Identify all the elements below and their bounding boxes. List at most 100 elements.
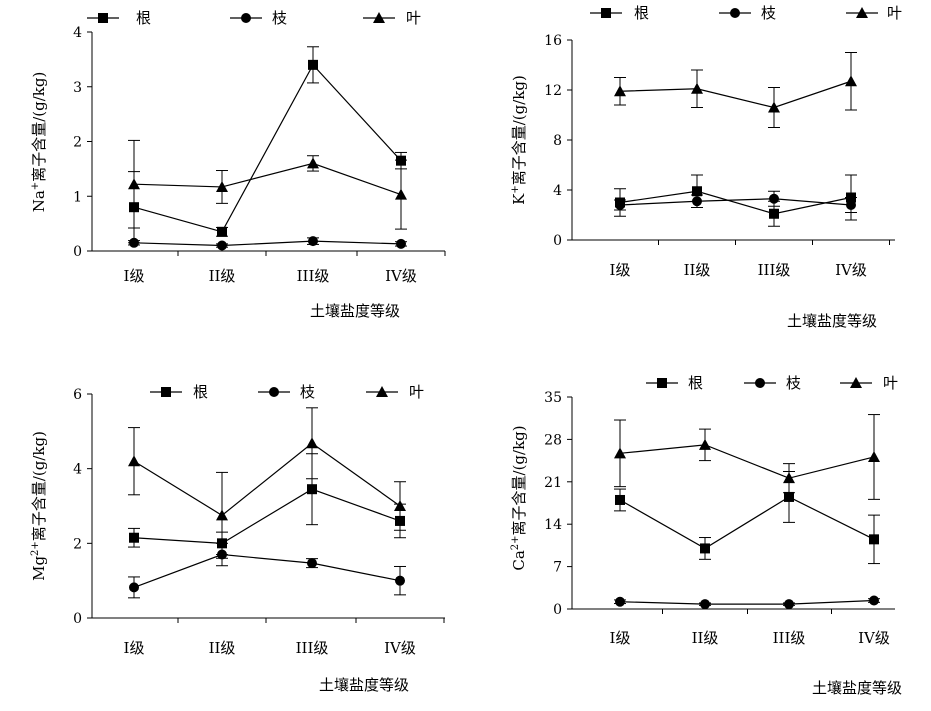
legend-marker: [755, 378, 765, 388]
legend-item-枝: 枝: [719, 4, 776, 22]
data-point: [614, 85, 626, 97]
y-axis-label: Ca2+离子含量/(g/kg): [510, 425, 528, 570]
x-tick-label: IV级: [835, 261, 867, 279]
legend-item-枝: 枝: [744, 374, 801, 392]
y-tick-label: 2: [73, 135, 82, 151]
data-point: [700, 599, 710, 610]
y-tick-label: 4: [73, 462, 82, 478]
data-point: [692, 186, 702, 197]
data-point: [306, 437, 318, 449]
legend-label: 叶: [409, 383, 424, 401]
series-line: [619, 599, 875, 605]
data-point: [869, 595, 879, 606]
series-叶: [128, 407, 406, 559]
legend-item-叶: 叶: [366, 383, 424, 401]
legend-marker: [241, 13, 251, 23]
y-tick-label: 21: [544, 475, 562, 491]
x-tick-label: I级: [124, 267, 145, 285]
data-point: [396, 238, 406, 249]
x-tick-label: II级: [209, 639, 236, 657]
series-line: [133, 553, 401, 588]
data-point: [691, 82, 703, 94]
legend-marker: [161, 387, 171, 397]
y-tick-label: 28: [544, 432, 562, 448]
legend-label: 根: [193, 383, 208, 401]
y-axis-label: Na+离子含量/(g/kg): [30, 72, 48, 213]
series-line: [619, 496, 875, 550]
legend-label: 枝: [272, 9, 287, 27]
data-point: [692, 196, 702, 207]
data-point: [614, 447, 626, 459]
legend-item-枝: 枝: [230, 9, 287, 27]
legend-label: 枝: [761, 4, 776, 22]
series-枝: [128, 542, 406, 599]
series-叶: [614, 52, 857, 128]
data-point: [615, 596, 625, 607]
data-point: [307, 558, 317, 569]
data-point: [769, 193, 779, 204]
data-point: [784, 491, 794, 502]
legend-label: 叶: [406, 9, 421, 27]
series-根: [614, 471, 880, 565]
data-point: [783, 472, 795, 484]
series-line: [619, 80, 852, 109]
x-axis-label: 土壤盐度等级: [812, 679, 902, 697]
data-point: [128, 178, 140, 190]
series-根: [128, 453, 406, 556]
data-point: [216, 180, 228, 192]
legend-marker: [98, 13, 108, 23]
y-tick-label: 0: [73, 244, 82, 260]
legend-label: 叶: [887, 4, 902, 22]
data-point: [217, 240, 227, 251]
y-tick-label: 4: [553, 183, 562, 199]
x-tick-label: III级: [297, 267, 330, 285]
legend-marker: [376, 386, 388, 397]
y-tick-label: 8: [553, 133, 562, 149]
y-tick-label: 16: [544, 33, 562, 49]
legend-item-根: 根: [87, 9, 151, 27]
x-axis-label: 土壤盐度等级: [787, 312, 877, 330]
data-point: [395, 575, 405, 586]
legend-marker: [373, 12, 385, 23]
x-tick-label: III级: [773, 629, 806, 647]
data-point: [217, 226, 227, 237]
legend-item-叶: 叶: [846, 4, 902, 22]
y-tick-label: 2: [73, 536, 82, 552]
series-line: [619, 198, 852, 206]
legend-marker: [856, 7, 868, 18]
data-point: [868, 450, 880, 462]
y-tick-label: 14: [544, 517, 562, 533]
data-point: [394, 500, 406, 511]
legend-item-枝: 枝: [258, 383, 315, 401]
data-point: [784, 599, 794, 610]
data-point: [869, 534, 879, 545]
data-point: [700, 543, 710, 554]
series-line: [619, 444, 875, 479]
series-line: [133, 63, 402, 233]
x-tick-label: I级: [610, 629, 631, 647]
series-line: [133, 442, 401, 517]
series-line: [133, 162, 402, 196]
x-tick-label: II级: [692, 629, 719, 647]
x-tick-label: III级: [296, 639, 329, 657]
data-point: [128, 455, 140, 467]
series-枝: [128, 236, 407, 251]
legend-marker: [730, 8, 740, 18]
legend-item-叶: 叶: [840, 374, 898, 392]
legend-item-根: 根: [646, 374, 703, 392]
data-point: [845, 75, 857, 87]
legend-item-叶: 叶: [363, 9, 421, 27]
y-tick-label: 12: [544, 83, 562, 99]
series-根: [614, 174, 857, 227]
x-tick-label: IV级: [384, 639, 416, 657]
x-tick-label: II级: [209, 267, 236, 285]
legend-label: 枝: [300, 383, 315, 401]
y-tick-label: 3: [73, 80, 82, 96]
x-tick-label: II级: [684, 261, 711, 279]
y-tick-label: 35: [544, 390, 562, 406]
series-叶: [614, 414, 880, 500]
